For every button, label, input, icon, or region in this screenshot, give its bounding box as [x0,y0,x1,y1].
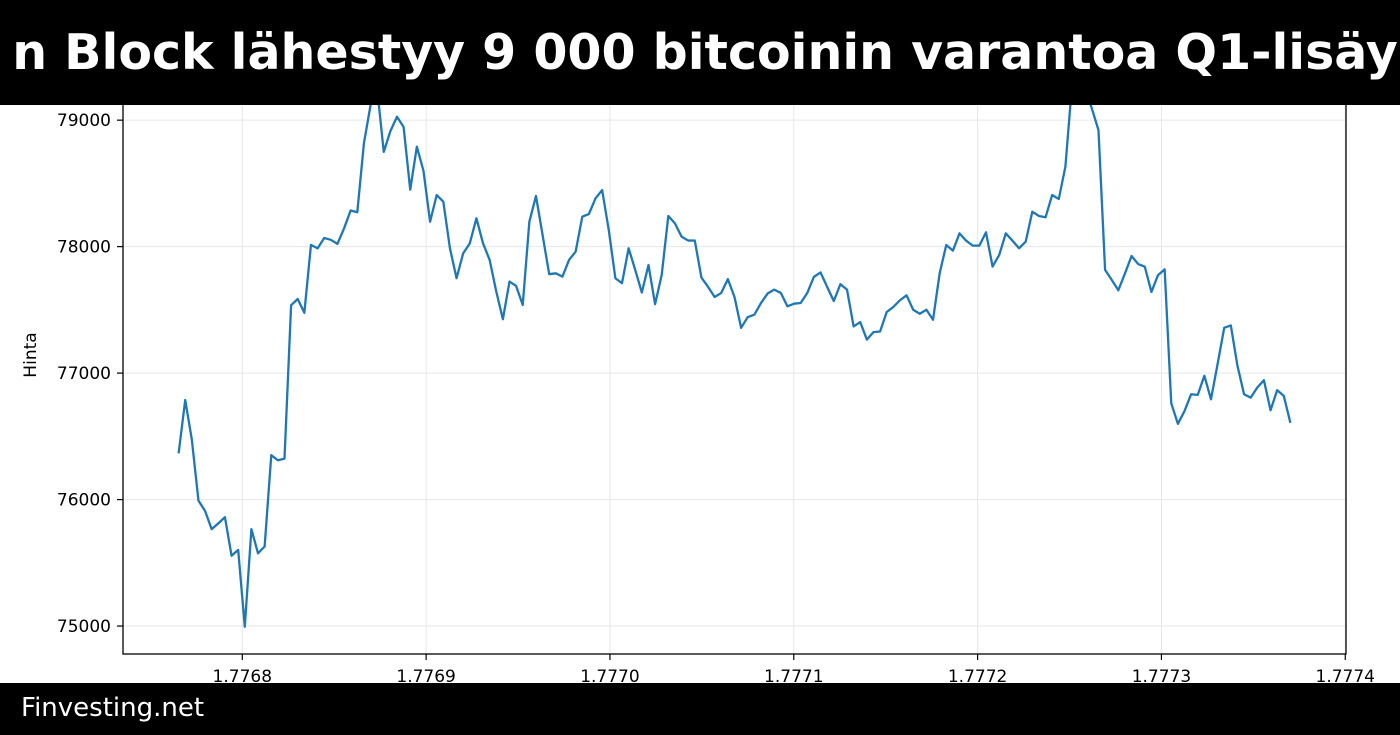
y-tick-label: 77000 [57,364,111,384]
gridlines [123,53,1346,654]
axes-frame [122,52,1347,655]
y-axis-label: Hinta [21,332,41,377]
brand-name: Finvesting.net [21,693,205,723]
x-tick-label: 1.7773 [1132,667,1191,687]
y-tick-label: 79000 [57,111,111,131]
y-tick-label: 75000 [57,617,111,637]
y-tick-label: 78000 [57,238,111,258]
footer-banner: Finvesting.net [0,683,1400,735]
x-tick-label: 1.7772 [948,667,1007,687]
price-line [177,79,1292,628]
title-banner: n Block lähestyy 9 000 bitcoinin varanto… [0,0,1400,105]
y-tick-label: 76000 [57,491,111,511]
x-tick-label: 1.7774 [1316,667,1375,687]
x-tick-label: 1.7768 [213,667,272,687]
x-tick-label: 1.7771 [764,667,823,687]
x-tick-label: 1.7769 [396,667,455,687]
axis-ticks: 1.7768 1.7769 1.7770 1.7771 1.7772 1.7773 1.77… [57,111,1375,687]
page-title: n Block lähestyy 9 000 bitcoinin varanto… [12,24,1398,81]
x-tick-label: 1.7770 [580,667,639,687]
